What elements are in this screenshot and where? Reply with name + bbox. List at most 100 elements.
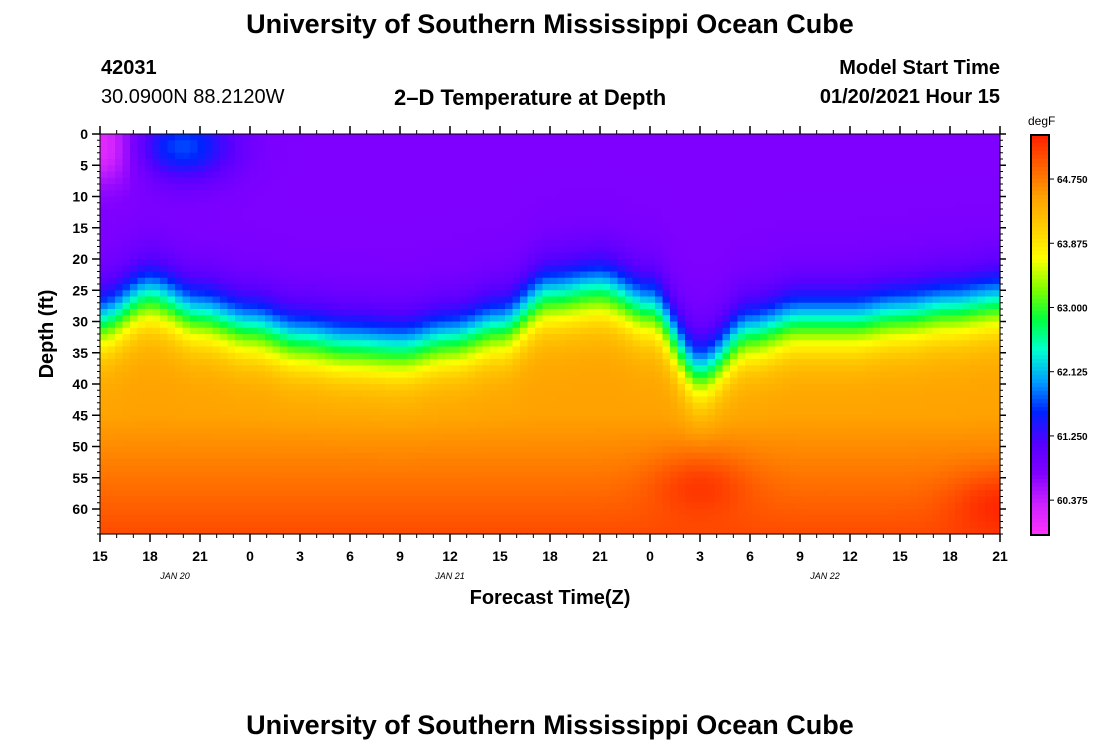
heatmap-cell <box>700 271 709 279</box>
heatmap-cell <box>512 209 521 216</box>
heatmap-cell <box>520 309 529 316</box>
heatmap-cell <box>392 221 401 229</box>
heatmap-cell <box>962 302 971 310</box>
heatmap-cell <box>925 159 934 166</box>
heatmap-cell <box>340 359 349 366</box>
heatmap-cell <box>647 184 656 191</box>
heatmap-cell <box>955 140 964 148</box>
heatmap-cell <box>895 202 904 210</box>
heatmap-cell <box>167 390 176 398</box>
heatmap-cell <box>175 296 184 304</box>
heatmap-cell <box>490 352 499 360</box>
heatmap-cell <box>377 265 386 273</box>
heatmap-cell <box>797 221 806 229</box>
heatmap-cell <box>212 334 221 341</box>
heatmap-cell <box>580 246 589 254</box>
heatmap-cell <box>355 334 364 341</box>
heatmap-cell <box>280 209 289 216</box>
heatmap-cell <box>257 259 266 266</box>
heatmap-cell <box>752 165 761 173</box>
heatmap-cell <box>932 171 941 179</box>
heatmap-cell <box>955 265 964 273</box>
heatmap-cell <box>752 240 761 248</box>
heatmap-cell <box>205 234 214 241</box>
heatmap-cell <box>475 284 484 291</box>
heatmap-cell <box>902 277 911 285</box>
heatmap-cell <box>430 227 439 235</box>
heatmap-cell <box>970 371 979 379</box>
heatmap-cell <box>160 277 169 285</box>
heatmap-cell <box>310 202 319 210</box>
heatmap-cell <box>145 352 154 360</box>
heatmap-cell <box>827 277 836 285</box>
heatmap-cell <box>625 315 634 323</box>
heatmap-cell <box>775 134 784 141</box>
heatmap-cell <box>970 340 979 348</box>
heatmap-cell <box>685 209 694 216</box>
heatmap-cell <box>355 146 364 154</box>
heatmap-cell <box>452 165 461 173</box>
heatmap-cell <box>145 296 154 304</box>
heatmap-cell <box>647 315 656 323</box>
heatmap-cell <box>475 271 484 279</box>
heatmap-cell <box>107 259 116 266</box>
heatmap-cell <box>872 365 881 373</box>
heatmap-cell <box>490 327 499 335</box>
heatmap-cell <box>850 315 859 323</box>
heatmap-cell <box>797 296 806 304</box>
heatmap-cell <box>437 302 446 310</box>
heatmap-cell <box>197 146 206 154</box>
heatmap-cell <box>220 227 229 235</box>
heatmap-cell <box>242 371 251 379</box>
heatmap-cell <box>782 152 791 160</box>
heatmap-cell <box>280 346 289 354</box>
heatmap-cell <box>572 315 581 323</box>
heatmap-cell <box>700 134 709 141</box>
heatmap-cell <box>407 321 416 329</box>
heatmap-cell <box>392 377 401 385</box>
heatmap-cell <box>662 134 671 141</box>
heatmap-cell <box>572 190 581 198</box>
heatmap-cell <box>490 227 499 235</box>
heatmap-cell <box>422 227 431 235</box>
heatmap-cell <box>287 221 296 229</box>
heatmap-cell <box>152 227 161 235</box>
heatmap-cell <box>925 315 934 323</box>
heatmap-cell <box>152 159 161 166</box>
heatmap-cell <box>542 146 551 154</box>
heatmap-cell <box>377 296 386 304</box>
heatmap-cell <box>587 302 596 310</box>
heatmap-cell <box>317 327 326 335</box>
heatmap-cell <box>632 315 641 323</box>
heatmap-cell <box>872 215 881 223</box>
heatmap-cell <box>692 196 701 204</box>
heatmap-cell <box>587 265 596 273</box>
heatmap-cell <box>310 271 319 279</box>
heatmap-cell <box>265 340 274 348</box>
heatmap-cell <box>662 346 671 354</box>
heatmap-cell <box>940 315 949 323</box>
heatmap-cell <box>842 277 851 285</box>
heatmap-cell <box>332 315 341 323</box>
heatmap-cell <box>662 215 671 223</box>
heatmap-cell <box>520 359 529 366</box>
heatmap-cell <box>235 152 244 160</box>
heatmap-cell <box>595 346 604 354</box>
heatmap-cell <box>835 334 844 341</box>
heatmap-cell <box>205 221 214 229</box>
heatmap-cell <box>190 134 199 141</box>
heatmap-cell <box>182 377 191 385</box>
heatmap-cell <box>632 309 641 316</box>
heatmap-cell <box>782 365 791 373</box>
heatmap-cell <box>880 134 889 141</box>
heatmap-cell <box>872 259 881 266</box>
heatmap-cell <box>902 165 911 173</box>
heatmap-cell <box>167 302 176 310</box>
heatmap-cell <box>445 184 454 191</box>
heatmap-cell <box>520 177 529 185</box>
heatmap-cell <box>947 302 956 310</box>
heatmap-cell <box>152 284 161 291</box>
heatmap-cell <box>107 302 116 310</box>
heatmap-cell <box>295 352 304 360</box>
heatmap-cell <box>370 252 379 260</box>
